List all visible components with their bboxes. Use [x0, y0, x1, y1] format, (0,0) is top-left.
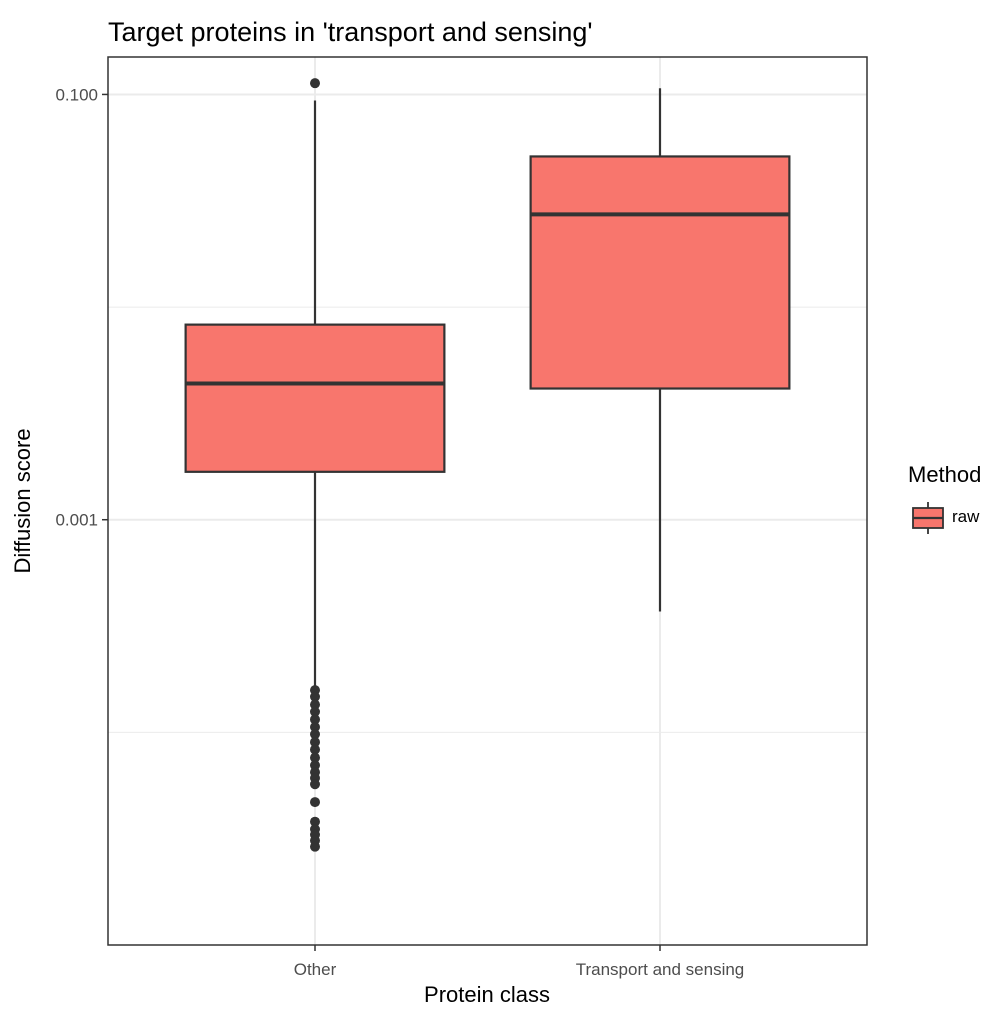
chart-title: Target proteins in 'transport and sensin…: [108, 17, 593, 47]
outlier-point: [310, 841, 320, 852]
y-axis: 0.100 0.001: [55, 85, 108, 530]
plot-panel-border: [107, 56, 868, 946]
outlier-point: [310, 797, 320, 808]
outlier-point: [310, 729, 320, 740]
outlier-point: [310, 744, 320, 755]
outlier-point: [310, 779, 320, 790]
outlier-point: [310, 699, 320, 710]
x-tick-label: Transport and sensing: [576, 960, 745, 979]
legend-label-raw: raw: [952, 507, 980, 526]
box-transport-and-sensing: [529, 88, 791, 612]
y-tick-label: 0.100: [55, 85, 98, 104]
legend-title: Method: [908, 462, 981, 487]
boxplots: [184, 78, 791, 852]
legend: Method raw: [908, 462, 981, 534]
box-iqr: [184, 323, 446, 473]
outlier-point: [310, 737, 320, 748]
box-iqr: [529, 155, 791, 390]
outlier-point: [310, 714, 320, 725]
y-tick-label: 0.001: [55, 511, 98, 530]
outlier-point: [310, 691, 320, 702]
legend-key-raw: [912, 502, 944, 534]
outlier-point: [310, 721, 320, 732]
outlier-point: [310, 78, 320, 89]
x-axis: Other Transport and sensing: [294, 945, 745, 979]
y-axis-title: Diffusion score: [10, 428, 35, 573]
outlier-point: [310, 760, 320, 771]
outlier-point: [310, 706, 320, 717]
outlier-point: [310, 816, 320, 827]
x-tick-label: Other: [294, 960, 337, 979]
x-axis-title: Protein class: [424, 982, 550, 1007]
outlier-point: [310, 752, 320, 763]
box-other: [184, 78, 446, 852]
